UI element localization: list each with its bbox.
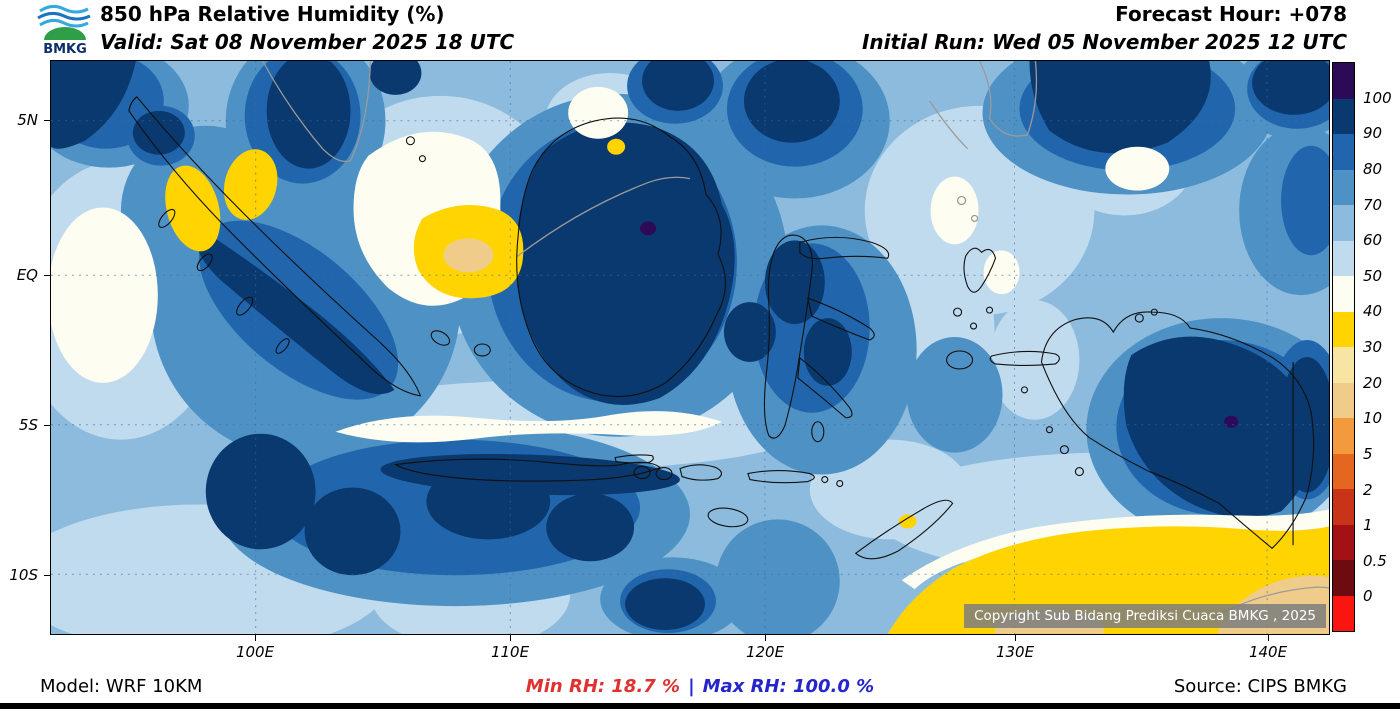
lon-label: 120E — [745, 643, 785, 661]
rh-extremes: Min RH: 18.7 % | Max RH: 100.0 % — [0, 676, 1400, 697]
logo-dome-icon — [44, 27, 86, 40]
rh-contour-map — [51, 61, 1329, 634]
colorbar-ticks: 100 90 80 70 60 50 40 30 20 10 5 2 1 0.5 0 — [1363, 62, 1399, 632]
logo-wave-icon — [39, 4, 89, 14]
colorbar-segment — [1333, 347, 1354, 383]
lat-axis: 5N EQ 5S 10S — [0, 60, 50, 635]
lat-tick — [44, 275, 50, 276]
logo-wave-icon — [39, 18, 89, 28]
colorbar-tick-label: 30 — [1363, 338, 1383, 356]
bmkg-logo: BMKG — [37, 4, 91, 57]
colorbar-segment — [1333, 595, 1354, 631]
lat-tick — [44, 575, 50, 576]
min-rh-value: Min RH: 18.7 % — [525, 676, 681, 697]
coastlines — [128, 96, 1315, 560]
colorbar-segment — [1333, 63, 1354, 99]
lon-tick — [765, 635, 766, 641]
colorbar-tick-label: 50 — [1363, 266, 1383, 285]
colorbar-segment — [1333, 418, 1354, 454]
colorbar-tick-label: 20 — [1363, 373, 1383, 392]
lat-tick — [44, 425, 50, 426]
lon-label: 130E — [995, 643, 1035, 661]
colorbar-segment — [1333, 205, 1354, 241]
colorbar-tick-label: 2 — [1363, 480, 1373, 499]
model-label: Model: WRF 10KM — [40, 676, 203, 697]
lat-label: 5N — [17, 111, 38, 129]
colorbar-segment — [1333, 489, 1354, 525]
logo-wave-icon — [37, 11, 91, 21]
grid-lines — [51, 61, 1329, 634]
colorbar-segment — [1333, 453, 1354, 489]
colorbar-segment — [1333, 524, 1354, 560]
lon-label: 110E — [490, 643, 530, 661]
colorbar-tick-label: 0 — [1363, 587, 1373, 606]
logo-text: BMKG — [43, 42, 87, 57]
lon-tick — [255, 635, 256, 641]
lon-axis: 100E 110E 120E 130E 140E — [50, 635, 1330, 663]
colorbar-tick-label: 100 — [1363, 88, 1392, 107]
map-frame: Copyright Sub Bidang Prediksi Cuaca BMKG… — [50, 60, 1330, 635]
colorbar-tick-label: 40 — [1363, 302, 1383, 321]
colorbar-tick-label: 70 — [1363, 195, 1383, 214]
rh-field — [51, 61, 1329, 634]
initial-run: Initial Run: Wed 05 November 2025 12 UTC — [861, 30, 1347, 54]
colorbar-segment — [1333, 98, 1354, 134]
separator: | — [688, 676, 695, 697]
colorbar-tick-label: 10 — [1363, 409, 1383, 428]
source-label: Source: CIPS BMKG — [1173, 676, 1347, 697]
bottom-bar — [0, 703, 1400, 709]
colorbar-segment — [1333, 169, 1354, 205]
lon-label: 100E — [235, 643, 275, 661]
lat-label: EQ — [16, 266, 38, 284]
colorbar-tick-label: 0.5 — [1363, 551, 1387, 570]
lon-label: 140E — [1248, 643, 1288, 661]
colorbar-tick-label: 5 — [1363, 444, 1373, 463]
copyright-overlay: Copyright Sub Bidang Prediksi Cuaca BMKG… — [964, 604, 1326, 628]
colorbar-segment — [1333, 276, 1354, 312]
colorbar — [1332, 62, 1355, 632]
colorbar-tick-label: 1 — [1363, 516, 1373, 535]
lon-tick — [510, 635, 511, 641]
colorbar-segment — [1333, 240, 1354, 276]
colorbar-segment — [1333, 382, 1354, 418]
lat-tick — [44, 120, 50, 121]
lat-label: 5S — [18, 416, 38, 434]
colorbar-segment — [1333, 560, 1354, 596]
lon-tick — [1015, 635, 1016, 641]
lat-label: 10S — [9, 566, 38, 584]
colorbar-tick-label: 90 — [1363, 124, 1383, 143]
max-rh-value: Max RH: 100.0 % — [702, 676, 875, 697]
valid-time: Valid: Sat 08 November 2025 18 UTC — [100, 30, 515, 54]
colorbar-tick-label: 60 — [1363, 231, 1383, 250]
colorbar-tick-label: 80 — [1363, 159, 1383, 178]
lon-tick — [1268, 635, 1269, 641]
forecast-hour: Forecast Hour: +078 — [1115, 2, 1347, 26]
colorbar-segment — [1333, 311, 1354, 347]
page-title: 850 hPa Relative Humidity (%) — [100, 2, 445, 26]
colorbar-segment — [1333, 134, 1354, 170]
